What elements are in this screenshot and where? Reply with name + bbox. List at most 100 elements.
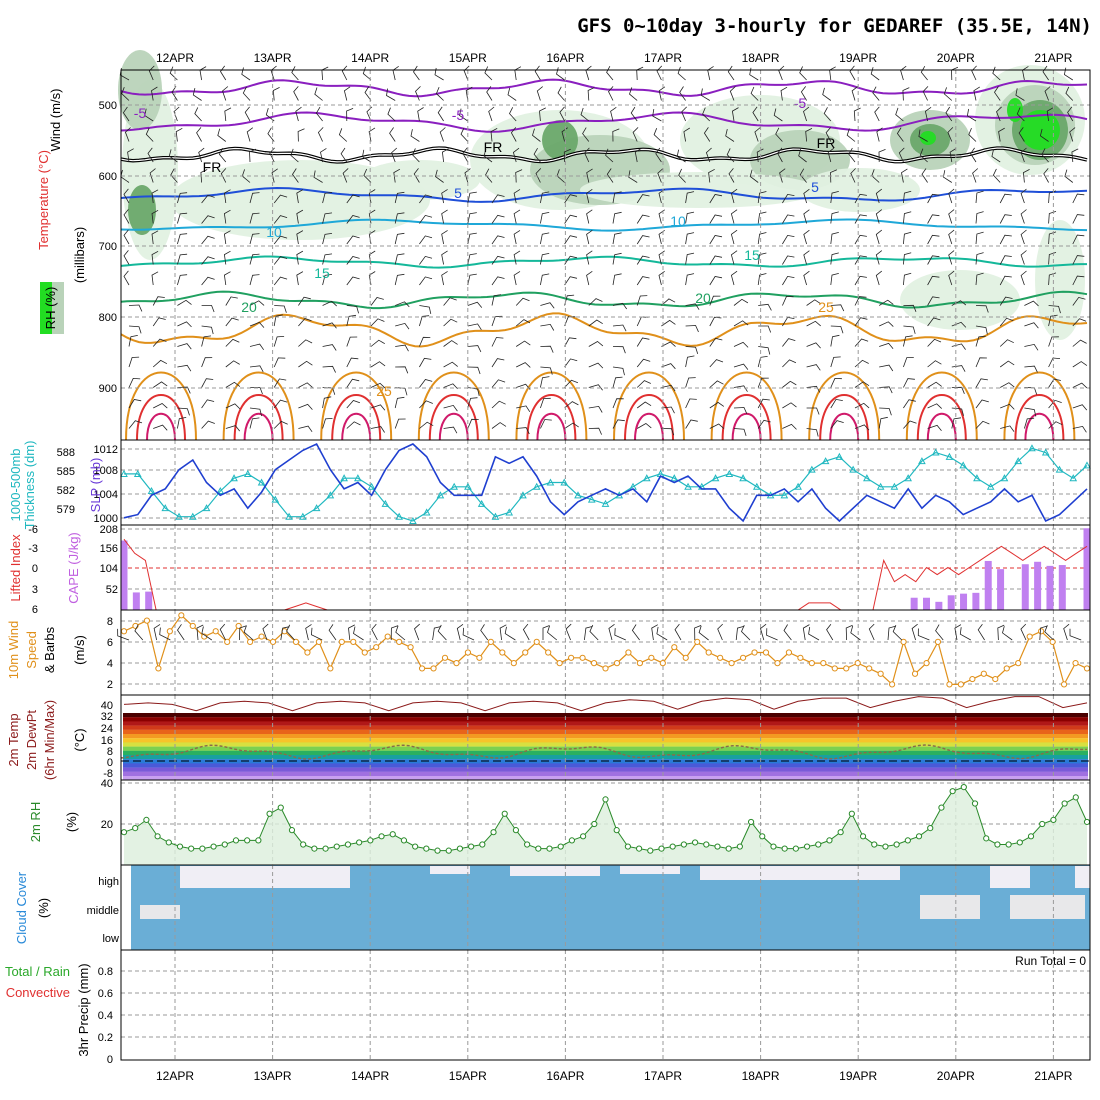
thickness-point xyxy=(340,474,348,482)
wind-barb xyxy=(1048,314,1058,327)
wind-barb xyxy=(606,66,614,81)
wind-barb xyxy=(435,169,444,183)
wind10-speed-line xyxy=(123,614,1088,687)
wind-barb xyxy=(782,234,795,245)
wind10-speed-point xyxy=(602,665,609,672)
wind-barb xyxy=(322,365,336,373)
wind-barb xyxy=(151,271,159,286)
rh2m-point xyxy=(1016,839,1023,846)
thickness-point xyxy=(780,491,789,499)
wind-barb xyxy=(153,624,161,641)
wind-barb xyxy=(564,235,578,245)
wind-barb xyxy=(564,422,579,429)
thickness-point xyxy=(422,508,431,516)
wind-barb xyxy=(1043,168,1049,183)
cape-bar xyxy=(960,593,968,610)
wind-barb xyxy=(975,272,984,286)
wind-barb xyxy=(540,419,552,429)
cape-bar xyxy=(1021,564,1029,610)
thickness-point xyxy=(711,474,720,482)
precip-tick-label: 0.4 xyxy=(98,1010,113,1022)
wind-barb xyxy=(467,273,477,286)
wind-barb xyxy=(927,424,942,432)
wind-barb xyxy=(778,65,785,81)
wind-barb xyxy=(128,356,140,368)
thickness-point xyxy=(752,482,761,490)
rh2m-point xyxy=(434,847,441,854)
wind-barb xyxy=(465,86,473,101)
rh2m-point xyxy=(143,816,150,824)
wind-barb xyxy=(152,381,168,388)
temp-color-band xyxy=(123,742,1088,747)
wind-barb xyxy=(911,623,918,641)
wind-barb xyxy=(1020,623,1027,641)
wind-barb xyxy=(854,359,869,368)
wind10-speed-point xyxy=(235,622,242,630)
wind-barb xyxy=(201,194,215,204)
wind-barb xyxy=(800,86,807,101)
rh2m-point xyxy=(479,841,486,848)
wind-barb xyxy=(273,215,288,224)
temp2m-tick-label: 24 xyxy=(101,723,113,735)
temp-contour-10 xyxy=(120,218,1088,232)
wind-barb xyxy=(823,107,832,122)
wind-barb xyxy=(1024,365,1038,373)
date-tick-label-bottom: 17APR xyxy=(644,1069,682,1083)
rh-shading xyxy=(900,270,1020,330)
thickness-point xyxy=(546,478,555,486)
wind-barb xyxy=(1016,107,1025,122)
wind-barb xyxy=(145,127,154,142)
wind-barb xyxy=(945,106,953,122)
wind-barb xyxy=(499,624,507,641)
wind-barb xyxy=(419,276,433,286)
thickness-point xyxy=(409,516,417,524)
wind-barb xyxy=(758,303,772,311)
wind10-speed-point xyxy=(1003,665,1010,672)
wind-barb xyxy=(540,253,550,265)
contour-label: FR xyxy=(203,159,222,175)
date-tick-label-top: 19APR xyxy=(839,51,877,65)
wind-barb xyxy=(1065,86,1074,101)
date-tick-label-top: 20APR xyxy=(937,51,975,65)
wind10-speed-point xyxy=(556,660,563,667)
wind-barb xyxy=(757,273,767,286)
wind-barb xyxy=(484,66,493,81)
thickness-point xyxy=(684,482,692,490)
wind-barb xyxy=(879,364,894,372)
wind-barb xyxy=(390,625,399,641)
wind-barb xyxy=(249,343,265,351)
thickness-point xyxy=(491,512,500,520)
wind-barb xyxy=(441,271,448,286)
wind-barb xyxy=(1024,417,1035,429)
wind-barb xyxy=(758,346,771,355)
wind-barb xyxy=(177,417,187,429)
date-tick-label-bottom: 14APR xyxy=(351,1069,389,1083)
wind-barb xyxy=(346,108,354,122)
wind-barb xyxy=(414,623,420,641)
wind-barb xyxy=(419,379,433,388)
wind-barb xyxy=(588,319,603,327)
wind-barb xyxy=(903,378,915,388)
wind-barb xyxy=(656,65,663,81)
wind-barb xyxy=(653,128,662,142)
wind-barb xyxy=(1000,403,1015,410)
rh2m-point xyxy=(300,841,307,848)
wind-barb xyxy=(271,168,278,183)
wind-barb xyxy=(491,255,505,265)
wind-barb xyxy=(854,317,868,327)
cloud-gap xyxy=(1075,866,1090,888)
date-tick-label-top: 12APR xyxy=(156,51,194,65)
cape-bar xyxy=(984,560,992,610)
thickness-point xyxy=(367,482,376,490)
rh2m-point xyxy=(210,843,217,850)
wind-barb xyxy=(679,86,686,101)
wind-barb xyxy=(194,107,202,122)
wind-barb xyxy=(532,128,541,142)
wind-barb xyxy=(782,359,797,368)
wind10-speed-point xyxy=(946,681,953,688)
rh2m-point xyxy=(468,843,475,850)
rh2m-point xyxy=(680,841,687,848)
wind-barb xyxy=(196,624,204,641)
wind-barb xyxy=(612,398,624,409)
wind-barb xyxy=(346,314,357,327)
